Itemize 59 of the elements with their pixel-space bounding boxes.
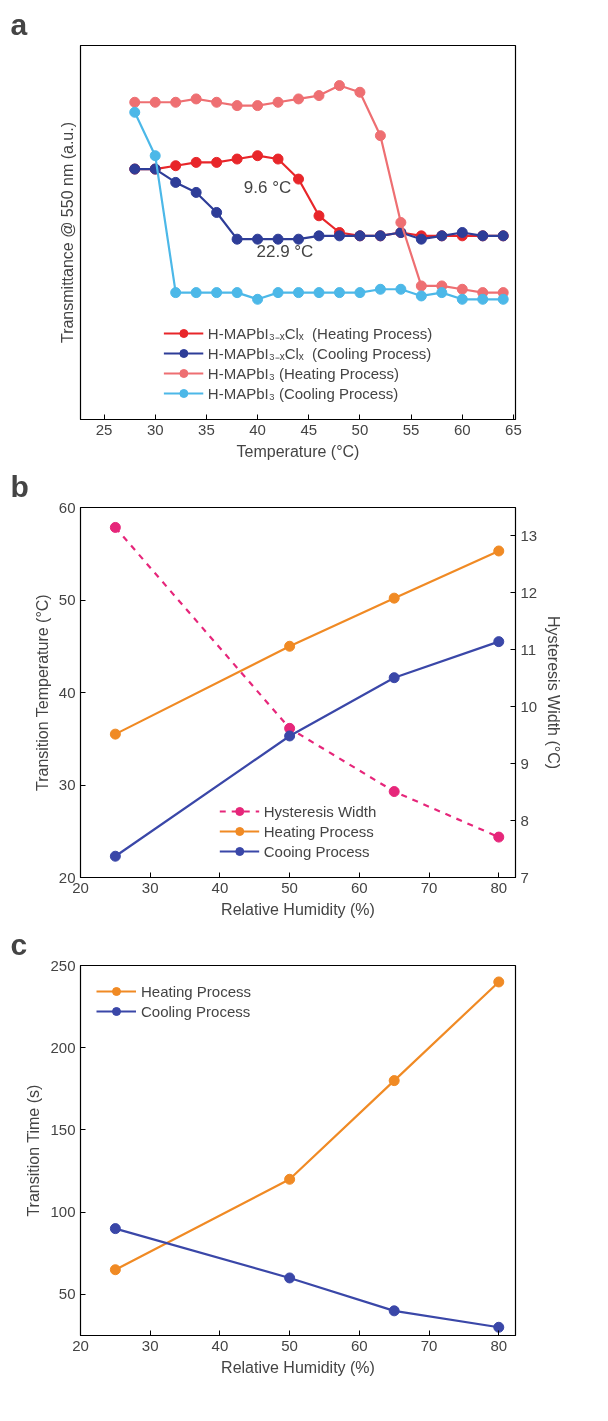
y-tick-label: 100 (50, 1203, 76, 1221)
y2-axis-title: Hysteresis Width (°C) (545, 615, 563, 770)
x-tick-label: 25 (95, 420, 113, 438)
legend-label: Hysteresis Width (263, 802, 377, 820)
x-tick-label: 50 (281, 878, 298, 896)
x-tick-label: 30 (146, 420, 164, 438)
legend-label: Heating Process (141, 982, 252, 1000)
legend-label: Cooing Process (263, 842, 370, 860)
x-tick-label: 50 (281, 1336, 298, 1354)
legend-label: H-MAPbI₃₋ₓClₓ (Cooling Process) (207, 344, 432, 363)
x-tick-label: 35 (198, 420, 215, 438)
y2-tick-label: 8 (520, 811, 529, 829)
x-tick-label: 60 (453, 420, 471, 438)
y2-tick-label: 12 (520, 583, 538, 601)
y-tick-label: 30 (58, 776, 76, 793)
x-tick-label: 80 (490, 1336, 508, 1354)
y2-tick-label: 7 (520, 868, 529, 886)
annotation: 22.9 °C (256, 241, 314, 261)
x-axis-title: Relative Humidity (%) (221, 1358, 375, 1376)
x-tick-label: 55 (402, 420, 420, 438)
x-tick-label: 40 (249, 420, 266, 438)
x-tick-label: 70 (420, 878, 438, 896)
y-tick-label: 60 (58, 498, 76, 516)
x-tick-label: 20 (72, 1336, 89, 1354)
legend-label: Cooling Process (141, 1002, 251, 1020)
x-tick-label: 65 (505, 420, 522, 438)
y-tick-label: 150 (50, 1120, 76, 1138)
y-axis-title: Transition Time (s) (25, 1084, 43, 1217)
chart-title: a (10, 7, 28, 41)
x-tick-label: 40 (211, 878, 229, 896)
y-tick-label: 50 (58, 591, 76, 608)
y2-tick-label: 11 (520, 640, 537, 658)
y-tick-label: 250 (50, 956, 76, 974)
x-axis-title: Temperature (°C) (236, 442, 360, 460)
x-tick-label: 30 (141, 878, 159, 896)
annotation: 9.6 °C (243, 178, 292, 198)
y-tick-label: 40 (58, 683, 76, 701)
chart-title: c (10, 927, 28, 961)
y-tick-label: 200 (50, 1038, 76, 1056)
y-tick-label: 50 (58, 1285, 76, 1303)
x-tick-label: 40 (211, 1336, 229, 1354)
x-tick-label: 60 (351, 878, 368, 896)
legend-label: H-MAPbI₃ (Heating Process) (207, 364, 399, 382)
x-axis-title: Relative Humidity (%) (221, 900, 375, 918)
legend-label: H-MAPbI₃ (Cooling Process) (207, 384, 399, 402)
y2-tick-label: 13 (520, 526, 538, 544)
legend-label: H-MAPbI₃₋ₓClₓ (Heating Process) (207, 324, 433, 343)
x-tick-label: 60 (351, 1336, 368, 1354)
x-tick-label: 80 (490, 878, 508, 896)
x-tick-label: 30 (141, 1336, 159, 1354)
y2-tick-label: 9 (520, 754, 529, 772)
y2-tick-label: 10 (520, 697, 538, 715)
x-tick-label: 70 (420, 1336, 438, 1354)
chart-title: b (10, 469, 29, 503)
legend-label: Heating Process (263, 822, 374, 840)
x-tick-label: 45 (300, 420, 318, 438)
y-axis-title: Transition Temperature (°C) (33, 594, 51, 791)
y-axis-title: Transmittance @ 550 nm (a.u.) (58, 121, 76, 344)
x-tick-label: 50 (351, 420, 369, 438)
